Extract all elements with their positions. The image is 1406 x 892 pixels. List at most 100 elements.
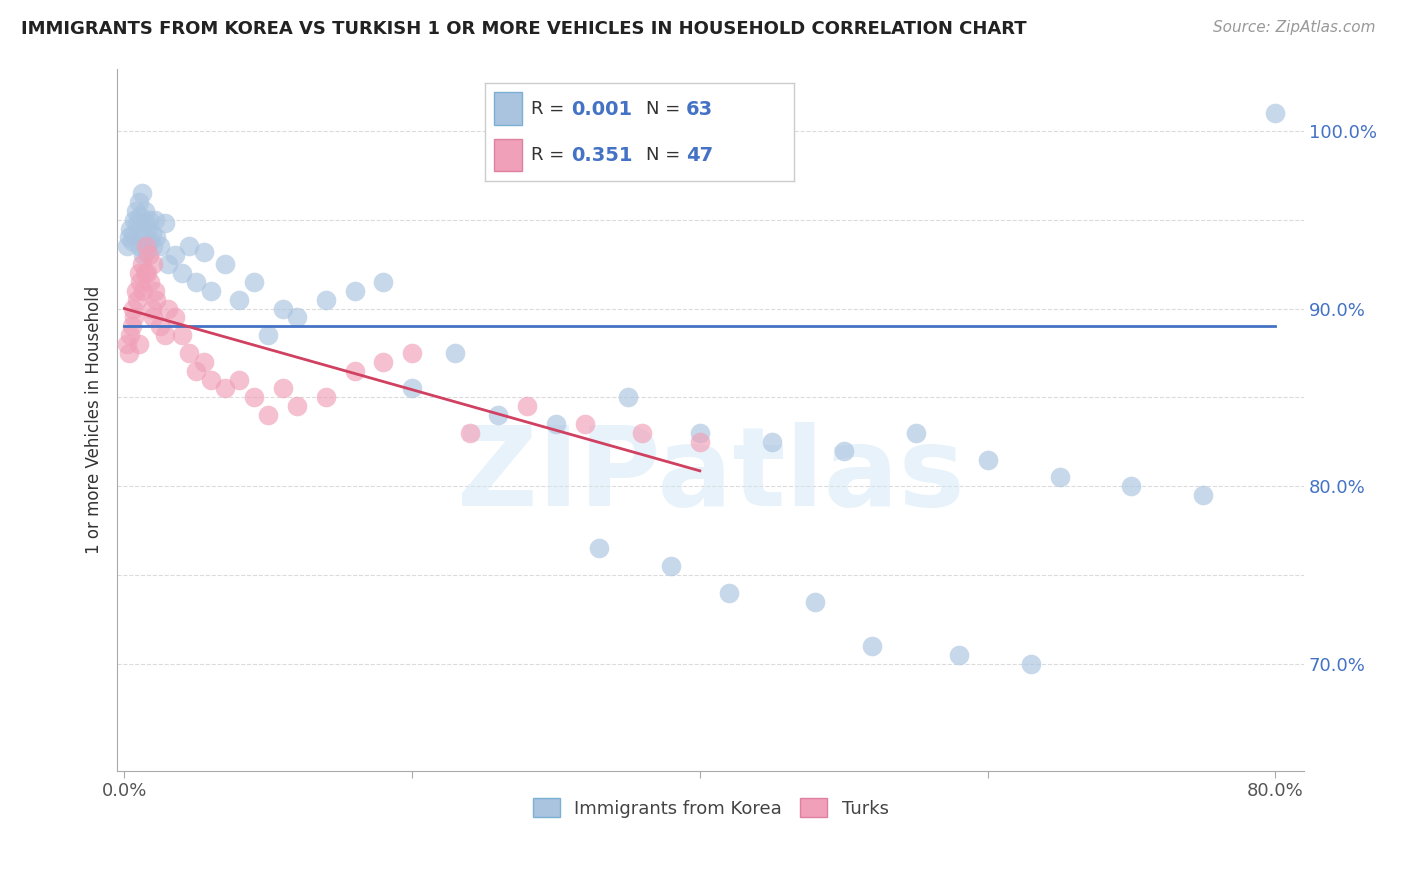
Point — [124, 212, 146, 227]
Point — [257, 328, 280, 343]
Point — [1192, 488, 1215, 502]
Point — [617, 390, 640, 404]
Point — [163, 310, 186, 325]
Point — [128, 239, 150, 253]
Point — [271, 382, 294, 396]
Point — [138, 212, 160, 227]
Point — [271, 301, 294, 316]
Point — [343, 284, 366, 298]
Point — [170, 266, 193, 280]
Text: IMMIGRANTS FROM KOREA VS TURKISH 1 OR MORE VEHICLES IN HOUSEHOLD CORRELATION CHA: IMMIGRANTS FROM KOREA VS TURKISH 1 OR MO… — [21, 20, 1026, 37]
Point — [214, 257, 236, 271]
Point — [401, 346, 423, 360]
Point — [141, 301, 163, 316]
Point — [131, 230, 153, 244]
Point — [124, 310, 146, 325]
Point — [1049, 470, 1071, 484]
Point — [243, 390, 266, 404]
Point — [142, 239, 165, 253]
Point — [588, 541, 610, 556]
Point — [761, 434, 783, 449]
Point — [135, 239, 157, 253]
Point — [862, 640, 884, 654]
Point — [659, 559, 682, 574]
Point — [444, 346, 467, 360]
Point — [689, 434, 711, 449]
Point — [135, 244, 157, 259]
Point — [401, 382, 423, 396]
Point — [1264, 106, 1286, 120]
Point — [131, 257, 153, 271]
Point — [143, 284, 166, 298]
Point — [132, 248, 155, 262]
Point — [315, 390, 337, 404]
Point — [156, 301, 179, 316]
Legend: Immigrants from Korea, Turks: Immigrants from Korea, Turks — [526, 791, 896, 825]
Point — [315, 293, 337, 307]
Point — [122, 227, 145, 241]
Point — [121, 234, 143, 248]
Point — [516, 399, 538, 413]
Point — [458, 425, 481, 440]
Point — [186, 364, 208, 378]
Point — [163, 248, 186, 262]
Point — [631, 425, 654, 440]
Point — [200, 284, 222, 298]
Point — [129, 275, 152, 289]
Point — [373, 275, 395, 289]
Point — [214, 382, 236, 396]
Point — [156, 257, 179, 271]
Point — [127, 216, 149, 230]
Point — [170, 328, 193, 343]
Point — [117, 337, 139, 351]
Point — [153, 216, 176, 230]
Point — [143, 212, 166, 227]
Point — [804, 595, 827, 609]
Point — [574, 417, 596, 431]
Point — [121, 319, 143, 334]
Point — [122, 301, 145, 316]
Point — [128, 337, 150, 351]
Point — [136, 266, 159, 280]
Point — [149, 319, 172, 334]
Point — [125, 284, 148, 298]
Point — [904, 425, 927, 440]
Point — [179, 239, 201, 253]
Point — [228, 293, 250, 307]
Point — [257, 408, 280, 422]
Point — [193, 355, 215, 369]
Point — [689, 425, 711, 440]
Point — [131, 186, 153, 200]
Point — [142, 257, 165, 271]
Point — [1019, 657, 1042, 671]
Point — [228, 373, 250, 387]
Point — [138, 248, 160, 262]
Text: ZIPatlas: ZIPatlas — [457, 422, 965, 529]
Point — [285, 399, 308, 413]
Point — [135, 216, 157, 230]
Point — [128, 266, 150, 280]
Point — [139, 234, 162, 248]
Point — [179, 346, 201, 360]
Point — [832, 443, 855, 458]
Point — [142, 310, 165, 325]
Point — [200, 373, 222, 387]
Point — [145, 293, 167, 307]
Point — [145, 230, 167, 244]
Point — [127, 293, 149, 307]
Point — [118, 230, 141, 244]
Point — [343, 364, 366, 378]
Point — [373, 355, 395, 369]
Text: Source: ZipAtlas.com: Source: ZipAtlas.com — [1212, 20, 1375, 35]
Point — [717, 586, 740, 600]
Point — [1121, 479, 1143, 493]
Point — [136, 221, 159, 235]
Point — [117, 239, 139, 253]
Point — [139, 275, 162, 289]
Point — [193, 244, 215, 259]
Point — [544, 417, 567, 431]
Point — [186, 275, 208, 289]
Point — [132, 284, 155, 298]
Point — [129, 209, 152, 223]
Point — [134, 266, 156, 280]
